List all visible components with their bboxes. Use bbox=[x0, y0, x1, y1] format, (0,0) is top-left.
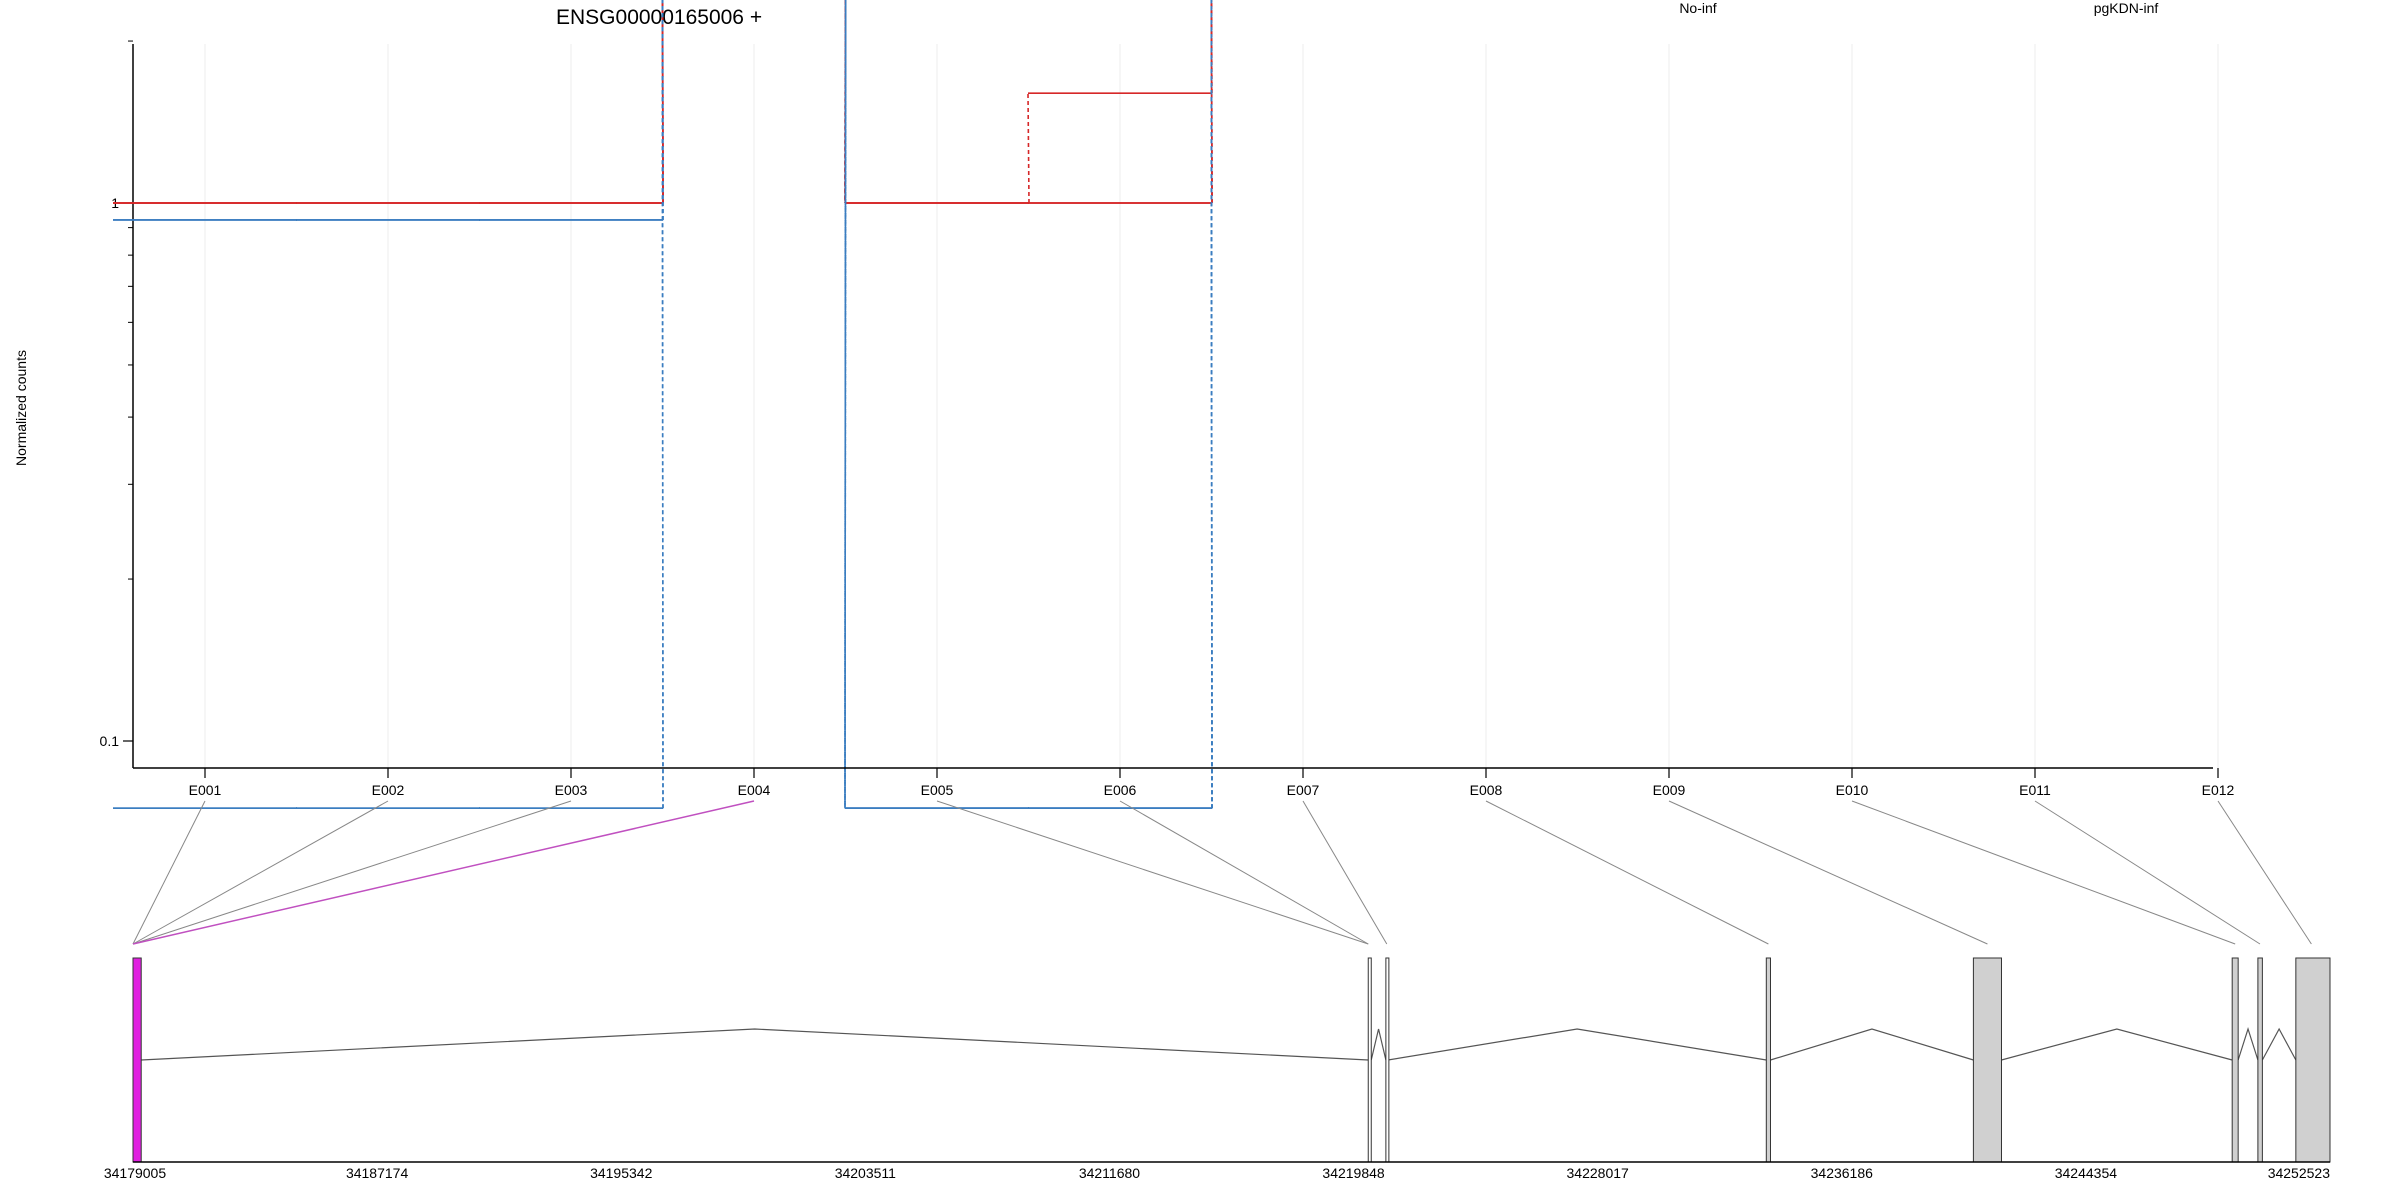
y-tick-label: 0.1 bbox=[100, 733, 120, 749]
coordinate-tick-label: 34187174 bbox=[346, 1165, 409, 1181]
connector-e004 bbox=[844, 0, 847, 809]
gridlines bbox=[204, 44, 2219, 768]
exon-8 bbox=[2295, 957, 2331, 1163]
x-tick-label-e005: E005 bbox=[921, 782, 954, 798]
connector-e003 bbox=[661, 0, 664, 204]
exon-1 bbox=[132, 957, 142, 1163]
exon-7 bbox=[2257, 957, 2263, 1163]
genomic-coordinate-axis: 34179005 34187174 34195342 34203511 34211680… bbox=[104, 1161, 2331, 1181]
bin-connectors bbox=[132, 800, 2312, 945]
legend-pgkdn-inf: pgKDN-inf bbox=[2094, 0, 2159, 16]
y-axis: 0.1110203050100 bbox=[100, 40, 134, 768]
coordinate-tick-label: 34244354 bbox=[2055, 1165, 2118, 1181]
connector-e006 bbox=[1210, 0, 1213, 809]
connector-e001 bbox=[132, 800, 206, 945]
x-tick-label-e001: E001 bbox=[189, 782, 222, 798]
connector-e005 bbox=[1027, 93, 1030, 204]
exon-3 bbox=[1385, 957, 1390, 1163]
intron-4 bbox=[1770, 1028, 1974, 1061]
coordinate-tick-label: 34252523 bbox=[2268, 1165, 2331, 1181]
connector-e004 bbox=[844, 0, 847, 809]
x-tick-label-e008: E008 bbox=[1470, 782, 1503, 798]
coordinate-tick-label: 34179005 bbox=[104, 1165, 167, 1181]
series-lines bbox=[113, 0, 1213, 810]
intron-5 bbox=[2001, 1028, 2233, 1061]
x-tick-label-e010: E010 bbox=[1836, 782, 1869, 798]
connector-e005 bbox=[936, 800, 1369, 945]
x-axis: E001 E002 E003 E004 E005 E006 E007 E008 E009 E010… bbox=[133, 767, 2235, 798]
coordinate-tick-label: 34219848 bbox=[1322, 1165, 1385, 1181]
connector-e002 bbox=[132, 800, 389, 945]
x-tick-label-e006: E006 bbox=[1104, 782, 1137, 798]
exon-4 bbox=[1765, 957, 1771, 1163]
x-tick-label-e011: E011 bbox=[2019, 782, 2051, 798]
exon-5 bbox=[1972, 957, 2002, 1163]
x-tick-label-e012: E012 bbox=[2202, 782, 2235, 798]
intron-6 bbox=[2237, 1027, 2259, 1061]
gene-model bbox=[132, 957, 2331, 1163]
coordinate-tick-label: 34211680 bbox=[1079, 1165, 1140, 1181]
legend-no-inf: No-inf bbox=[1679, 0, 1716, 16]
exon-6 bbox=[2231, 957, 2239, 1163]
x-tick-label-e009: E009 bbox=[1653, 782, 1686, 798]
chart-title: ENSG00000165006 + bbox=[556, 6, 762, 29]
connector-e004 bbox=[132, 800, 755, 945]
connector-e011 bbox=[2034, 800, 2261, 945]
connector-e009 bbox=[1668, 800, 1988, 945]
x-tick-label-e003: E003 bbox=[555, 782, 588, 798]
connector-e006 bbox=[1210, 0, 1213, 204]
connector-e010 bbox=[1851, 800, 2236, 945]
connector-e008 bbox=[1485, 800, 1769, 945]
x-tick-label-e007: E007 bbox=[1287, 782, 1320, 798]
coordinate-tick-label: 34203511 bbox=[835, 1165, 896, 1181]
series-pgkdn-inf-8 bbox=[113, 0, 1213, 810]
intron-3 bbox=[1387, 1028, 1767, 1061]
x-tick-label-e004: E004 bbox=[738, 782, 771, 798]
exon-2 bbox=[1367, 957, 1372, 1163]
intron-7 bbox=[2261, 1027, 2297, 1061]
intron-1 bbox=[141, 1028, 1369, 1061]
coordinate-tick-label: 34195342 bbox=[590, 1165, 653, 1181]
connector-e007 bbox=[1302, 800, 1388, 945]
connector-e012 bbox=[2217, 800, 2312, 945]
coordinate-tick-label: 34228017 bbox=[1567, 1165, 1630, 1181]
x-tick-label-e002: E002 bbox=[372, 782, 405, 798]
coordinate-tick-label: 34236186 bbox=[1811, 1165, 1874, 1181]
connector-e003 bbox=[132, 800, 572, 945]
connector-e006 bbox=[1119, 800, 1369, 945]
intron-2 bbox=[1370, 1028, 1387, 1061]
y-axis-label: Normalized counts bbox=[13, 350, 29, 466]
